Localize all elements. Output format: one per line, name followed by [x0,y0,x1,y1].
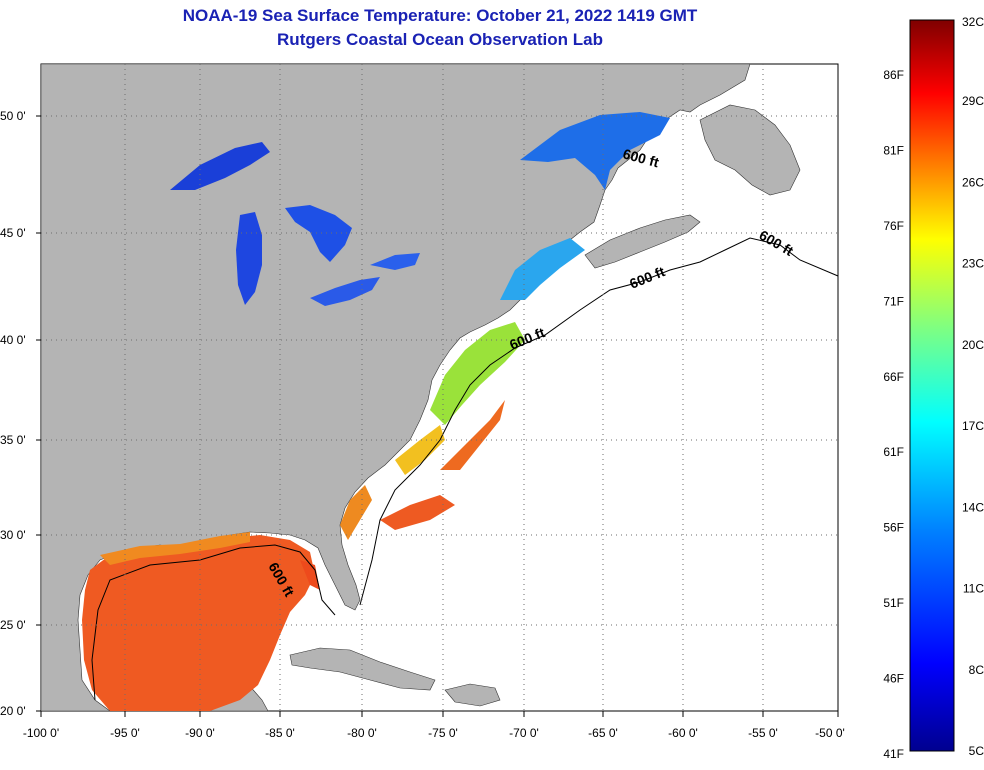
land-nova-scotia [584,214,701,269]
sst-mid-atlantic [430,322,525,425]
colorbar-labels: 32C 29C 26C 23C 20C 17C 14C 11C 8C 5C 86F 81F 76F 71F… [883,15,984,761]
isobath-600ft [91,237,839,701]
lon-tick-label: -65 0' [588,726,618,740]
lake-michigan [236,212,262,305]
lon-tick-label: -85 0' [265,726,295,740]
map-subtitle: Rutgers Coastal Ocean Observation Lab [277,30,603,49]
colorbar-celsius-label: 11C [963,582,984,596]
lat-tick-label: 50 0' [0,109,26,123]
land-newfoundland [699,104,801,196]
lon-tick-label: -55 0' [748,726,778,740]
colorbar-celsius-label: 14C [962,500,984,514]
colorbar-fahrenheit-label: 81F [883,143,904,157]
colorbar-celsius-label: 8C [969,663,984,677]
lon-tick-label: -70 0' [509,726,539,740]
lat-tick-label: 45 0' [0,226,26,240]
lat-tick-label: 40 0' [0,333,26,347]
colorbar-fahrenheit-label: 46F [883,672,904,686]
colorbar-fahrenheit-label: 71F [883,294,904,308]
colorbar-celsius-label: 5C [969,744,984,758]
lon-tick-label: -95 0' [110,726,140,740]
colorbar-fahrenheit-label: 86F [883,68,904,82]
lat-tick-label: 20 0' [0,704,26,718]
sst-gulf-stream-2 [380,495,455,530]
lon-tick-label: -80 0' [347,726,377,740]
lake-superior [170,142,270,190]
land-hispaniola [444,683,501,707]
lake-huron [285,205,352,262]
lon-tick-label: -90 0' [185,726,215,740]
lon-tick-label: -60 0' [668,726,698,740]
colorbar-celsius-label: 20C [962,338,984,352]
colorbar-fahrenheit-label: 41F [883,747,904,761]
colorbar-celsius-label: 26C [962,175,984,189]
sst-st-lawrence [520,112,670,190]
colorbar-fahrenheit-label: 61F [883,445,904,459]
sst-gulf-of-mexico [82,535,315,711]
colorbar-celsius-label: 23C [962,257,984,271]
lon-tick-label: -75 0' [428,726,458,740]
sst-gulf-maine [500,238,585,300]
colorbar-celsius-label: 17C [962,419,984,433]
sst-florida-west [300,560,320,590]
colorbar-fahrenheit-label: 76F [883,219,904,233]
lon-tick-label: -50 0' [815,726,845,740]
sst-carolina [395,425,445,475]
colorbar-fahrenheit-label: 56F [883,521,904,535]
sst-gulf-coastal [100,532,250,565]
colorbar-celsius-label: 32C [962,15,984,29]
axis-ticks: -100 0' -95 0' -90 0' -85 0' -80 0' -75 0' -70… [0,109,845,740]
lat-tick-label: 35 0' [0,433,26,447]
colorbar-celsius-label: 29C [962,94,984,108]
lat-tick-label: 30 0' [0,528,26,542]
colorbar-fahrenheit-label: 51F [883,596,904,610]
colorbar-fahrenheit-label: 66F [883,370,904,384]
sst-se-coast [340,485,372,540]
map-title: NOAA-19 Sea Surface Temperature: October… [182,6,698,25]
lat-tick-label: 25 0' [0,618,26,632]
lon-tick-label: -100 0' [23,726,59,740]
lake-ontario [370,253,420,270]
sst-colorbar [909,19,955,752]
